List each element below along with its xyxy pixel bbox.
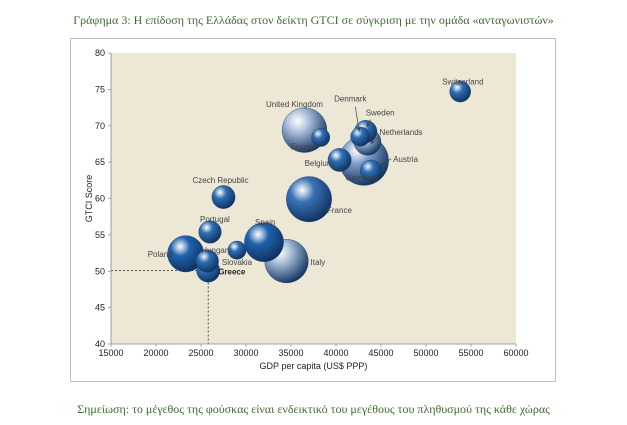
bubble-label-netherlands: Netherlands: [380, 128, 423, 137]
bubble-labels-layer: Switzerland Denmark Sweden Netherlands Austr…: [148, 78, 484, 277]
y-tick-label: 75: [95, 84, 105, 94]
bubble-label-czech-republic: Czech Republic: [192, 176, 248, 185]
bubble-spain: [244, 222, 284, 262]
y-tick-label: 65: [95, 157, 105, 167]
bubble-label-france: France: [327, 206, 352, 215]
bubble-finland: [311, 128, 331, 147]
bubble-label-greece: Greece: [218, 268, 246, 277]
y-tick-label: 40: [95, 339, 105, 349]
bubble-label-hungary: Hungary: [201, 246, 231, 255]
y-tick-label: 45: [95, 303, 105, 313]
y-tick-label: 55: [95, 230, 105, 240]
y-tick-label: 60: [95, 194, 105, 204]
axes-layer: 15000 20000 25000 30000 35000 40000 45000 50000…: [84, 48, 529, 371]
arrow-austria-head: [380, 162, 385, 166]
bubble-label-poland: Poland: [148, 250, 173, 259]
bubble-label-austria: Austria: [393, 155, 418, 164]
bubble-austria: [360, 159, 383, 182]
arrow-sweden-head: [366, 122, 370, 127]
arrow-denmark: [354, 106, 360, 132]
bubble-label-sweden: Sweden: [366, 109, 395, 118]
bubble-label-denmark: Denmark: [334, 95, 367, 104]
bubble-switzerland: [449, 80, 471, 103]
bubble-label-belgium: Belgium: [305, 159, 334, 168]
bubble-france: [286, 176, 332, 223]
bubble-label-united-kingdom: United Kingdom: [266, 100, 323, 109]
y-axis-title: GTCI Score: [84, 175, 94, 223]
x-tick-label: 55000: [458, 348, 483, 358]
x-tick-label: 35000: [278, 348, 303, 358]
bubble-hungary: [195, 249, 219, 273]
x-tick-label: 60000: [503, 348, 528, 358]
arrow-denmark-head: [357, 127, 361, 132]
bubble-denmark: [350, 126, 371, 147]
x-tick-label: 25000: [188, 348, 213, 358]
x-tick-label: 30000: [233, 348, 258, 358]
y-tick-label: 80: [95, 48, 105, 58]
x-axis-title: GDP per capita (US$ PPP): [260, 361, 368, 371]
x-tick-label: 50000: [413, 348, 438, 358]
x-tick-label: 40000: [323, 348, 348, 358]
x-tick-label: 20000: [143, 348, 168, 358]
bubble-label-spain: Spain: [255, 218, 275, 227]
y-tick-label: 50: [95, 266, 105, 276]
bubbles-layer: [167, 80, 471, 284]
bubble-label-switzerland: Switzerland: [442, 78, 483, 87]
bubble-label-finland: Finland: [291, 142, 317, 151]
chart-caption-bottom: Σημείωση: το μέγεθος της φούσκας είναι ε…: [77, 402, 550, 416]
bubble-label-germany: Germany: [345, 174, 378, 183]
label-arrows: [354, 106, 392, 167]
bubble-label-italy: Italy: [311, 258, 326, 267]
bubble-label-portugal: Portugal: [200, 215, 230, 224]
x-tick-label: 45000: [368, 348, 393, 358]
bubble-label-slovakia: Slovakia: [222, 258, 253, 267]
bubble-portugal: [198, 220, 222, 244]
bubble-belgium: [327, 148, 352, 172]
arrow-netherlands-head: [370, 140, 375, 144]
y-tick-label: 70: [95, 121, 105, 131]
x-tick-label: 15000: [98, 348, 123, 358]
bubble-czech-republic: [211, 185, 236, 209]
bubble-slovakia: [227, 240, 247, 260]
chart-caption-top: Γράφημα 3: Η επίδοση της Ελλάδας στον δε…: [73, 13, 554, 27]
